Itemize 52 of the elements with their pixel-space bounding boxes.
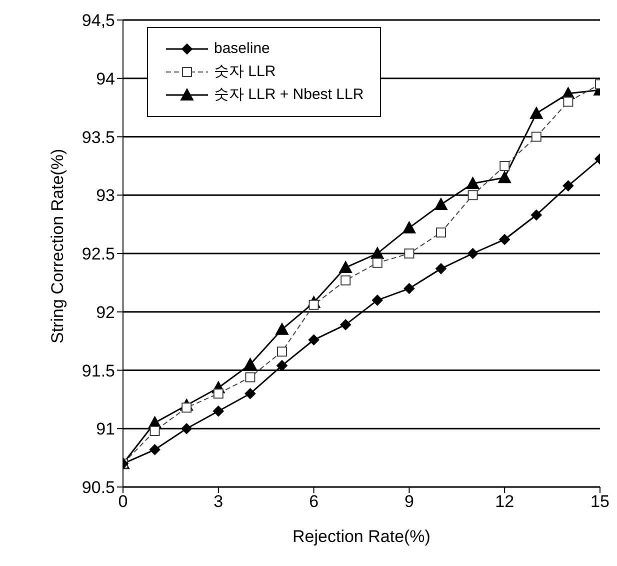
y-tick-label: 94,5	[82, 11, 115, 30]
point	[530, 210, 542, 220]
y-axis-title: String Correction Rate(%)	[48, 148, 68, 344]
x-tick-label: 9	[404, 492, 414, 512]
y-tick-label: 90.5	[82, 478, 115, 498]
point	[276, 360, 288, 372]
y-tick-label: 92.5	[82, 244, 115, 264]
point	[562, 180, 574, 192]
y-tick-label: 94	[96, 69, 115, 88]
point	[530, 106, 543, 119]
legend-label: baseline	[214, 40, 270, 57]
y-tick-label: 93	[96, 186, 115, 206]
legend-label: 숫자 LLR + Nbest LLR	[214, 86, 364, 103]
point	[340, 275, 351, 286]
point	[308, 334, 320, 346]
point	[276, 322, 288, 335]
x-tick-label: 6	[309, 492, 319, 512]
point	[563, 96, 574, 107]
point	[402, 221, 416, 234]
y-tick-label: 92	[96, 302, 115, 322]
point	[372, 294, 383, 306]
x-tick-label: 15	[590, 492, 610, 512]
x-tick-label: 3	[214, 492, 224, 512]
point	[370, 247, 384, 259]
point	[436, 263, 446, 274]
y-tick-label: 93.5	[82, 128, 115, 147]
point	[466, 176, 480, 189]
point	[467, 248, 478, 259]
point	[244, 358, 257, 370]
legend-label: 숫자 LLR	[214, 63, 276, 80]
point	[468, 190, 478, 200]
point	[531, 132, 542, 142]
point	[339, 261, 352, 274]
point	[213, 388, 224, 399]
point	[499, 234, 510, 245]
point	[245, 372, 256, 382]
x-axis-title: Rejection Rate(%)	[292, 527, 430, 546]
point	[404, 283, 415, 294]
y-tick-label: 91	[96, 420, 115, 439]
point	[150, 426, 160, 436]
point	[340, 319, 352, 330]
point	[149, 444, 160, 456]
point	[212, 406, 224, 417]
y-tick-label: 91.5	[82, 361, 115, 380]
x-tick-label: 0	[118, 492, 128, 512]
point	[181, 423, 192, 434]
point	[404, 248, 414, 258]
point	[244, 388, 256, 400]
point	[434, 198, 448, 210]
x-tick-label: 12	[495, 492, 514, 512]
point	[498, 171, 512, 184]
point	[372, 258, 382, 268]
